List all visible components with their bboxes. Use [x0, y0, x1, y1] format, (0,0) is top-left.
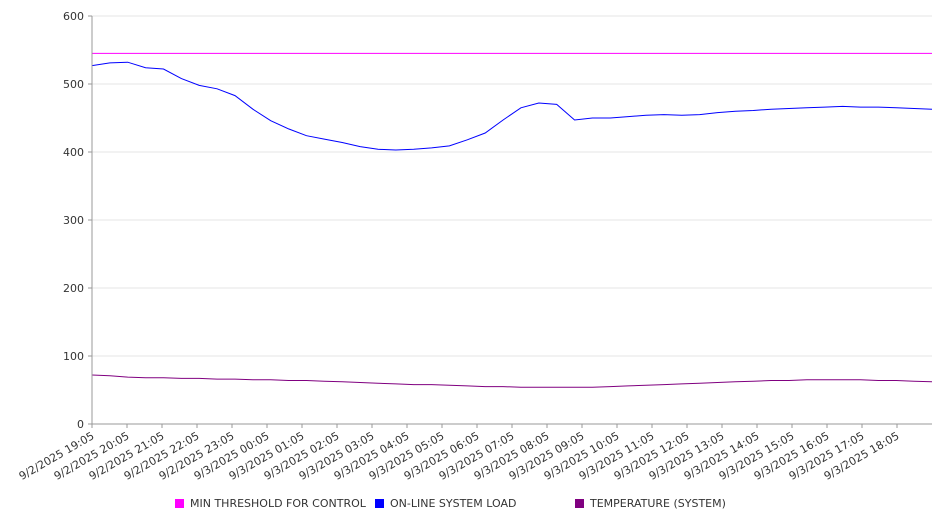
y-tick-label: 300 [63, 214, 84, 227]
y-tick-label: 500 [63, 78, 84, 91]
legend: MIN THRESHOLD FOR CONTROL ON-LINE SYSTEM… [0, 497, 946, 515]
y-tick-label: 400 [63, 146, 84, 159]
legend-item-temperature[interactable]: TEMPERATURE (SYSTEM) [575, 497, 726, 510]
legend-swatch [575, 499, 584, 508]
x-axis: 9/2/2025 19:059/2/2025 20:059/2/2025 21:… [17, 424, 902, 483]
series-line-1 [91, 61, 933, 151]
y-tick-label: 100 [63, 350, 84, 363]
y-tick-label: 0 [77, 418, 84, 431]
legend-swatch [175, 499, 184, 508]
legend-item-system-load[interactable]: ON-LINE SYSTEM LOAD [375, 497, 516, 510]
legend-label: ON-LINE SYSTEM LOAD [390, 497, 517, 510]
grid-lines [92, 15, 932, 357]
legend-label: MIN THRESHOLD FOR CONTROL [190, 497, 366, 510]
y-axis: 0 100 200 300 400 500 600 [63, 10, 92, 431]
y-tick-label: 200 [63, 282, 84, 295]
y-tick-label: 600 [63, 10, 84, 23]
series-lines [91, 52, 933, 388]
legend-item-min-threshold[interactable]: MIN THRESHOLD FOR CONTROL [175, 497, 366, 510]
series-line-2 [91, 374, 933, 388]
legend-label: TEMPERATURE (SYSTEM) [590, 497, 726, 510]
legend-swatch [375, 499, 384, 508]
